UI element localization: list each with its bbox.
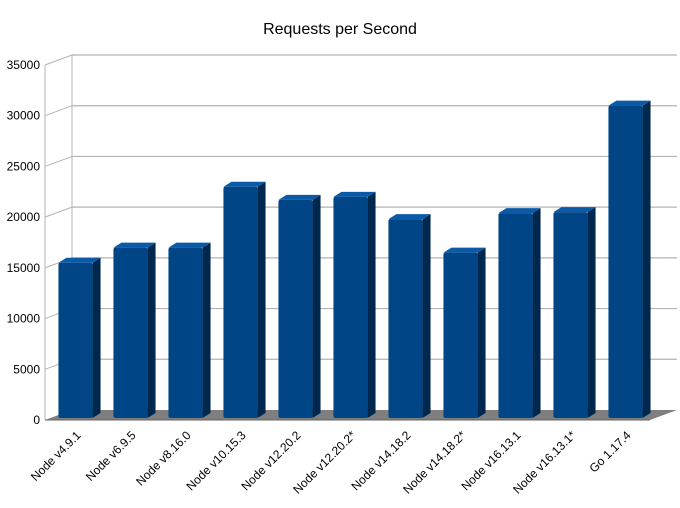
x-tick-label: Node v8.16.0: [133, 428, 194, 489]
gridline-side: [44, 206, 73, 218]
y-tick-label: 15000: [7, 261, 41, 275]
bar: [58, 257, 101, 418]
chart-title: Requests per Second: [263, 21, 417, 38]
bar-side: [147, 242, 156, 418]
bar-side: [202, 242, 211, 418]
bar-front: [223, 186, 258, 418]
bar-front: [58, 262, 93, 418]
bar: [278, 194, 321, 418]
bar-side: [257, 181, 266, 418]
y-tick-label: 25000: [7, 159, 41, 173]
bar-front: [168, 247, 203, 418]
x-tick-label: Node v4.9.1: [28, 428, 84, 484]
bar-front: [388, 219, 423, 418]
bar-front: [553, 212, 588, 418]
bar-top: [388, 214, 431, 220]
bar-top: [608, 100, 651, 106]
bar-front: [608, 105, 643, 419]
bar: [443, 247, 486, 418]
bar-top: [223, 181, 266, 187]
bar-side: [92, 257, 101, 418]
x-tick-label: Node v6.9.5: [83, 428, 139, 484]
bars: [58, 100, 651, 419]
y-tick-label: 10000: [7, 312, 41, 326]
bar: [333, 191, 376, 418]
bar-top: [553, 207, 596, 213]
bar-side: [477, 247, 486, 418]
y-tick-label: 5000: [13, 362, 40, 376]
bar-front: [333, 196, 368, 418]
bar-top: [168, 242, 211, 248]
bar-side: [312, 194, 321, 418]
gridline-side: [44, 155, 73, 167]
bar-side: [642, 100, 651, 419]
y-tick-label: 0: [33, 413, 40, 427]
bar-top: [113, 242, 156, 248]
bar-front: [498, 213, 533, 418]
bar-side: [367, 191, 376, 418]
bar: [113, 242, 156, 418]
bar: [168, 242, 211, 418]
y-axis-tick-labels: 0 5000 10000 15000 20000 25000 30000 35000: [7, 58, 41, 427]
bar-top: [443, 247, 486, 253]
bar-front: [113, 247, 148, 418]
bar-side: [587, 207, 596, 418]
bar-side: [422, 214, 431, 418]
bar: [608, 100, 651, 419]
bar: [553, 207, 596, 418]
bar-front: [278, 199, 313, 418]
gridline-side: [44, 54, 73, 66]
bar-front: [443, 252, 478, 418]
bar: [498, 208, 541, 418]
gridline-side: [44, 105, 73, 117]
bar-top: [333, 191, 376, 197]
y-tick-label: 35000: [7, 58, 41, 72]
bar: [388, 214, 431, 418]
y-tick-label: 20000: [7, 210, 41, 224]
y-tick-label: 30000: [7, 109, 41, 123]
bar-top: [498, 208, 541, 214]
x-tick-label: Go 1.17.4: [586, 428, 633, 475]
bar-top: [58, 257, 101, 263]
bar-side: [532, 208, 541, 418]
bar-top: [278, 194, 321, 200]
bar: [223, 181, 266, 418]
